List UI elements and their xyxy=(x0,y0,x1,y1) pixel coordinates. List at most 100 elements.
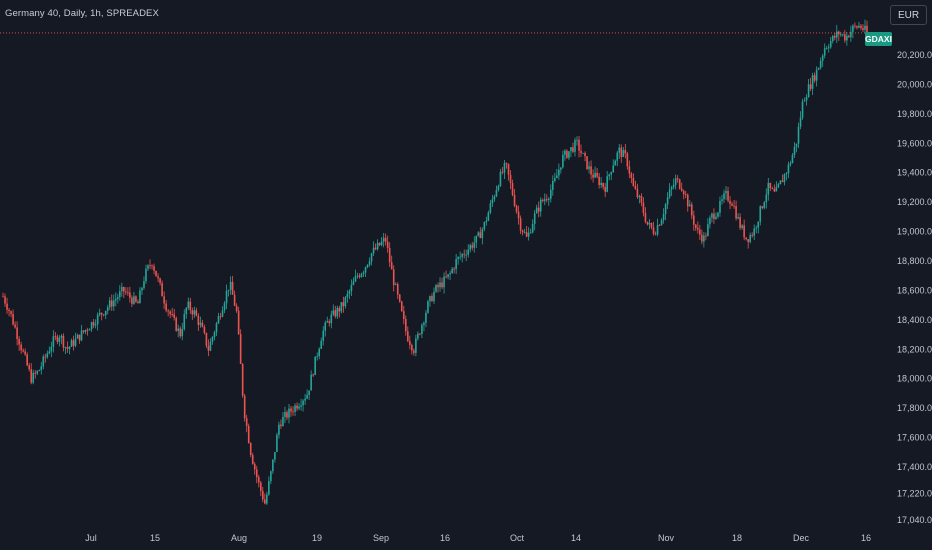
candle xyxy=(483,221,486,232)
candle xyxy=(423,321,425,332)
candle xyxy=(616,150,619,167)
candle xyxy=(264,493,266,505)
candle xyxy=(26,352,28,367)
candle xyxy=(775,181,778,192)
candle xyxy=(294,403,296,417)
candle xyxy=(831,35,834,44)
candle xyxy=(175,316,178,332)
y-tick-label: 18,400.0 xyxy=(897,315,932,325)
candle xyxy=(398,293,401,303)
y-axis[interactable]: 17,040.0 17,220.0 17,400.0 17,600.0 17,800.0… xyxy=(897,50,932,525)
candle xyxy=(658,224,661,226)
candle xyxy=(157,273,159,282)
candle xyxy=(761,205,764,210)
candle xyxy=(290,405,292,417)
candle xyxy=(121,282,123,297)
candle xyxy=(731,201,733,207)
candle xyxy=(42,354,45,370)
candle xyxy=(763,200,766,210)
candle xyxy=(666,192,669,209)
candle xyxy=(787,161,790,179)
candle xyxy=(344,296,347,309)
candle xyxy=(431,293,433,302)
candle xyxy=(114,292,117,307)
x-tick-label: Dec xyxy=(793,533,810,543)
candle xyxy=(751,232,754,238)
candle xyxy=(394,282,397,286)
candle xyxy=(479,227,482,239)
candle xyxy=(396,282,399,299)
candle xyxy=(626,151,629,170)
candle xyxy=(745,237,747,241)
candle xyxy=(187,297,190,311)
candle xyxy=(380,237,383,247)
candle xyxy=(68,345,71,355)
candle xyxy=(82,330,85,334)
candle xyxy=(723,189,725,203)
x-axis[interactable]: Jul 15 Aug 19 Sep 16 Oct 14 Nov 18 Dec 16 xyxy=(85,533,871,543)
candle xyxy=(624,144,627,159)
candle xyxy=(340,302,343,314)
candle xyxy=(211,335,214,345)
candle xyxy=(199,316,202,328)
candle xyxy=(90,321,93,332)
candle xyxy=(255,465,258,484)
candle xyxy=(753,224,756,241)
candle xyxy=(2,292,4,298)
candle xyxy=(805,94,808,106)
candle xyxy=(12,309,14,326)
y-tick-label: 18,800.0 xyxy=(897,256,932,266)
candle xyxy=(833,32,836,41)
candle xyxy=(578,135,580,158)
candle xyxy=(481,227,484,245)
candle xyxy=(564,149,566,161)
candle xyxy=(807,79,810,98)
candle xyxy=(441,277,443,290)
candle xyxy=(137,299,139,304)
candle xyxy=(602,182,604,190)
candle xyxy=(727,186,729,203)
candle xyxy=(44,353,47,363)
candle xyxy=(817,67,820,71)
candle xyxy=(62,333,65,352)
candle xyxy=(362,270,365,278)
candle xyxy=(251,452,254,465)
candle xyxy=(177,324,180,338)
candle xyxy=(453,266,455,274)
candle xyxy=(159,277,161,286)
candle xyxy=(850,25,852,42)
candle xyxy=(116,293,119,304)
candle xyxy=(664,202,667,221)
candle xyxy=(225,284,228,309)
candle xyxy=(20,341,22,354)
candle xyxy=(284,406,286,424)
candle xyxy=(411,343,413,355)
currency-selector-button[interactable]: EUR xyxy=(890,5,927,25)
candle xyxy=(459,251,461,260)
candle xyxy=(219,312,222,320)
candle xyxy=(771,186,774,190)
candle xyxy=(18,336,20,351)
x-tick-label: Oct xyxy=(510,533,525,543)
candle xyxy=(811,72,814,96)
candle xyxy=(556,168,558,179)
candle xyxy=(809,77,812,92)
candle xyxy=(467,244,470,258)
candle xyxy=(390,255,393,270)
candle xyxy=(852,24,854,39)
candle xyxy=(314,356,316,376)
candle xyxy=(336,305,339,319)
candle xyxy=(682,189,685,200)
candle xyxy=(541,198,544,203)
y-tick-label: 17,400.0 xyxy=(897,462,932,472)
candle xyxy=(360,272,363,278)
candle xyxy=(799,111,802,130)
candle xyxy=(513,189,516,208)
candle xyxy=(30,363,33,385)
candle xyxy=(733,199,735,209)
candle xyxy=(84,329,87,335)
candle xyxy=(322,326,325,346)
x-tick-label: 15 xyxy=(150,533,160,543)
